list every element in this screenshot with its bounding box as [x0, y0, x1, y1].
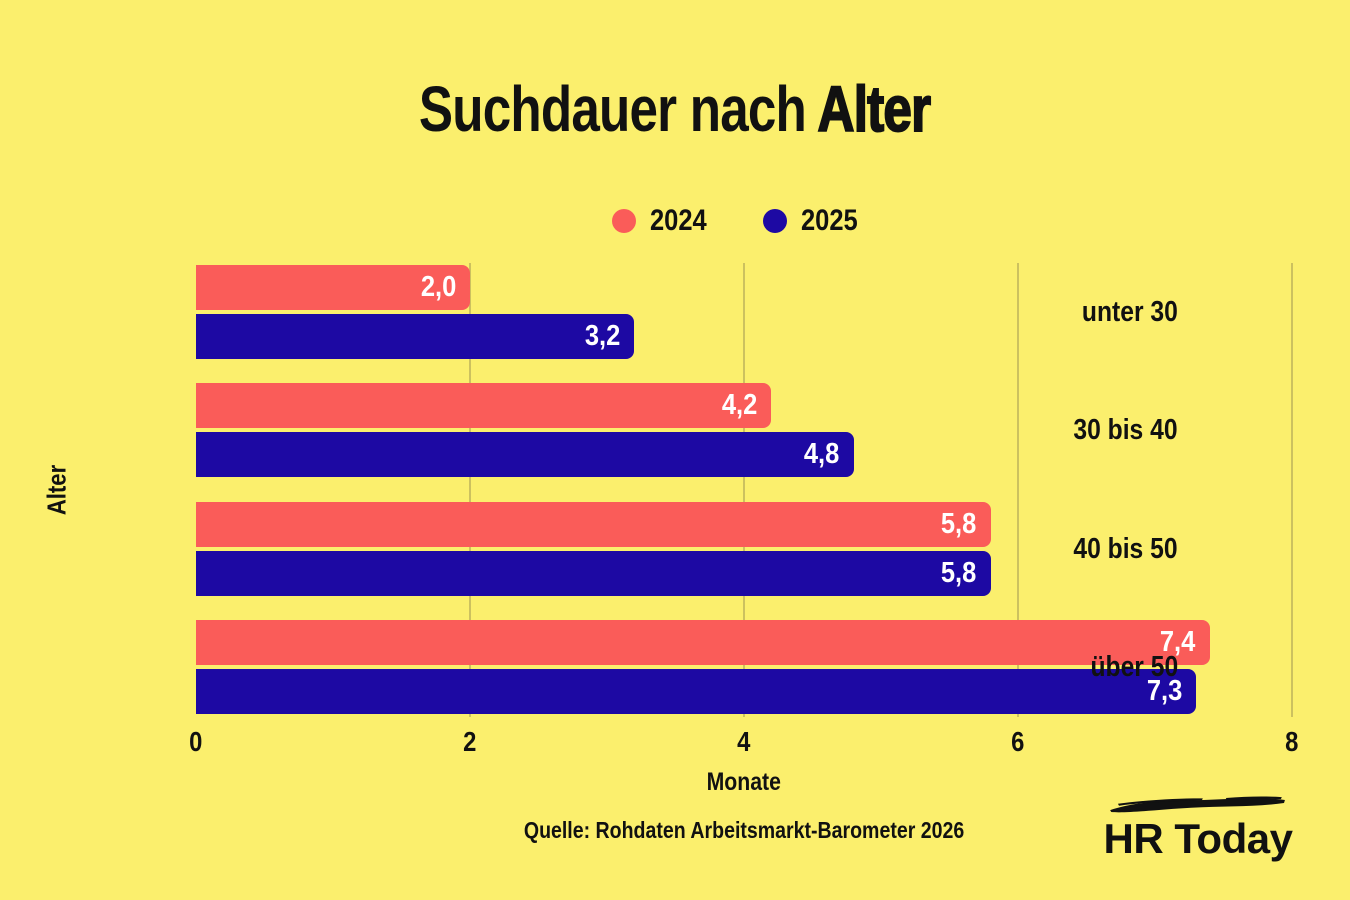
chart-title-text: Suchdauer nach Alter — [419, 73, 932, 145]
category-label: unter 30 — [1065, 295, 1178, 329]
bar-2025: 5,8 — [196, 550, 991, 596]
legend-swatch-2025-icon — [763, 209, 787, 233]
bar-2025: 3,2 — [196, 314, 635, 359]
legend-swatch-2024-icon — [612, 209, 637, 233]
category-label: über 50 — [1075, 650, 1178, 684]
x-tick-label-text: 6 — [1011, 726, 1025, 757]
x-tick-label-text: 8 — [1285, 726, 1299, 757]
y-axis-title: Alter — [42, 460, 73, 519]
bar-value-label: 7,3 — [1146, 674, 1183, 707]
legend-label-2025: 2025 — [801, 204, 868, 238]
category-label-text: 30 bis 40 — [1073, 414, 1178, 447]
bar-value-label: 7,4 — [1160, 625, 1196, 658]
legend-label-2025-text: 2025 — [801, 204, 858, 237]
x-tick-label: 0 — [156, 726, 236, 758]
x-tick-label-text: 2 — [463, 726, 477, 757]
legend: 2024 2025 — [130, 204, 1350, 238]
x-tick-label: 4 — [704, 726, 784, 758]
x-axis-title-text: Monate — [706, 768, 782, 796]
category-label-text: unter 30 — [1082, 296, 1178, 328]
bar-value-label: 4,2 — [721, 389, 758, 422]
source-note: Quelle: Rohdaten Arbeitsmarkt-Barometer … — [196, 817, 1292, 844]
category-label-text: 40 bis 50 — [1073, 532, 1178, 565]
bar-2024: 7,4 — [196, 619, 1210, 665]
chart-title: Suchdauer nach Alter — [0, 73, 1350, 145]
bar-value-label: 4,8 — [804, 438, 840, 471]
logo-text: HR Today — [1103, 815, 1293, 862]
bar-2025: 7,3 — [196, 668, 1197, 714]
x-tick-label-text: 0 — [189, 726, 203, 757]
category-label: 30 bis 40 — [1055, 413, 1178, 447]
bar-value-label: 5,8 — [941, 556, 977, 589]
plot-area: 2,0 3,2 4,2 4,8 5,8 5,8 7,4 7,3 — [196, 263, 1293, 717]
legend-item-2025: 2025 — [763, 204, 868, 238]
logo: HR Today — [1091, 794, 1305, 861]
gridline — [469, 263, 471, 717]
x-tick-label: 6 — [978, 726, 1058, 758]
bar-2024: 4,2 — [196, 383, 772, 429]
brush-stroke-icon — [1110, 796, 1285, 813]
x-tick-label-text: 4 — [737, 726, 751, 757]
category-label: 40 bis 50 — [1055, 532, 1178, 566]
legend-item-2024: 2024 — [612, 204, 717, 238]
category-label-text: über 50 — [1090, 650, 1178, 683]
x-tick-label: 8 — [1252, 726, 1332, 758]
x-tick-label: 2 — [430, 726, 510, 758]
chart-title-emphasis: Alter — [817, 73, 932, 145]
x-axis-title: Monate — [196, 768, 1292, 797]
y-axis-title-text: Alter — [41, 464, 72, 516]
bar-value-label: 5,8 — [941, 507, 977, 540]
gridline — [743, 263, 745, 717]
bar-value-label: 2,0 — [420, 271, 456, 303]
bar-2024: 2,0 — [196, 265, 470, 310]
bar-2025: 4,8 — [196, 432, 854, 478]
legend-label-2024: 2024 — [650, 204, 717, 238]
gridline — [1291, 263, 1293, 717]
source-note-text: Quelle: Rohdaten Arbeitsmarkt-Barometer … — [523, 817, 965, 843]
bar-2024: 5,8 — [196, 501, 991, 547]
gridline — [1017, 263, 1019, 717]
chart-title-prefix: Suchdauer nach — [419, 73, 818, 145]
bar-value-label: 3,2 — [584, 320, 621, 352]
legend-label-2024-text: 2024 — [650, 204, 707, 237]
